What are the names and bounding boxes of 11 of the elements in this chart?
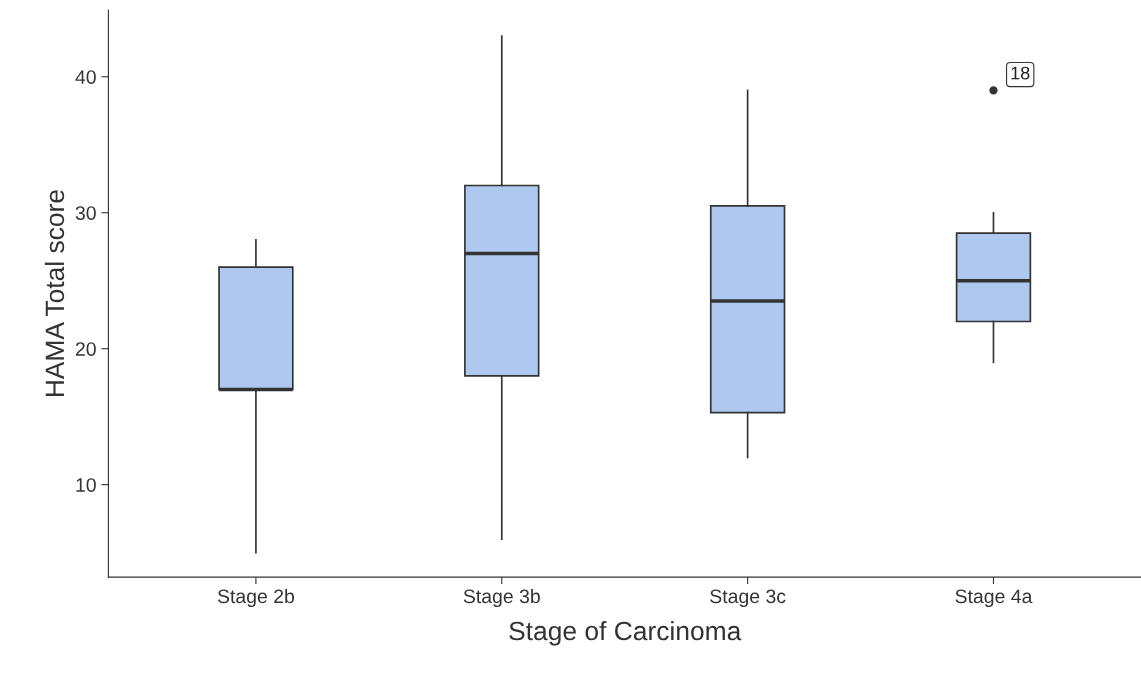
y-tick-label: 20 [75, 342, 96, 356]
annotation: 18 [1011, 66, 1030, 80]
y-tick-label: 40 [75, 70, 96, 84]
y-tick-label: 10 [76, 478, 96, 492]
x-tick-label: Stage 2b [217, 588, 295, 608]
x-tick-label: Stage 4a [955, 589, 1033, 608]
y-axis-title: HAMA Total score [44, 190, 65, 397]
y-tick-label: 30 [75, 206, 96, 220]
x-axis-title: Stage of Carcinoma [509, 620, 742, 646]
x-tick-label: Stage 3c [710, 589, 786, 608]
x-tick-label: Stage 3b [463, 588, 540, 608]
